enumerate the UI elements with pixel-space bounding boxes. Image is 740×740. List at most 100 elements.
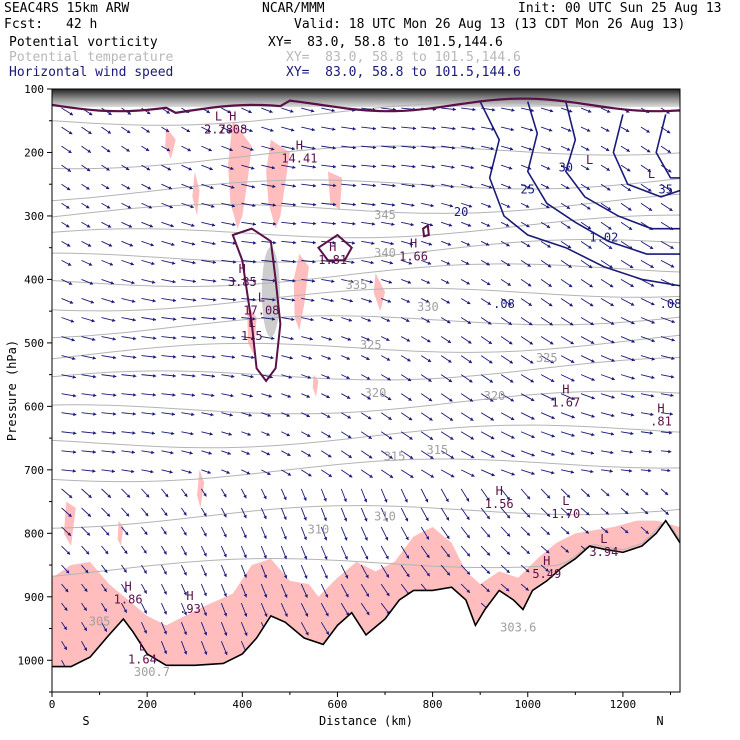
wind-vector-head	[407, 358, 411, 362]
wind-vector-head	[392, 183, 396, 188]
wind-vector-head	[73, 431, 77, 435]
wind-vector-head	[66, 205, 70, 209]
wind-vector-head	[450, 184, 454, 189]
wind-vector-head	[193, 298, 197, 302]
wind-vector-head	[230, 393, 234, 398]
wind-vector-head	[303, 555, 308, 560]
wind-vector-head	[565, 166, 570, 170]
wind-vector-head	[209, 166, 213, 171]
wind-vector-head	[405, 318, 410, 322]
wind-vector-head	[304, 575, 308, 579]
wind-vector-head	[646, 129, 650, 133]
wind-vector-head	[506, 514, 511, 519]
wind-vector-head	[410, 222, 414, 227]
wind-speed-contour	[526, 101, 680, 255]
wind-vector-head	[546, 166, 551, 170]
x-tick-label: 400	[232, 698, 252, 711]
wind-vector-head	[606, 167, 610, 171]
extremum-value: 1.81	[318, 253, 347, 267]
wind-vector-head	[411, 203, 415, 207]
wind-vector-head	[244, 632, 248, 636]
wind-vector-head	[631, 357, 635, 362]
wind-vector-head	[585, 147, 590, 151]
wind-vector-head	[507, 302, 512, 306]
wind-vector-head	[671, 282, 675, 287]
wind-vector-head	[452, 107, 456, 112]
wind-vector-head	[426, 554, 430, 558]
field-name-theta: Potential temperature	[9, 50, 174, 65]
wind-vector-head	[486, 223, 491, 227]
wind-vector-head	[427, 339, 431, 343]
wind-vector-head	[229, 413, 233, 417]
wind-vector-head	[365, 574, 369, 579]
wind-vector-head	[249, 394, 253, 398]
wind-vector-head	[167, 167, 171, 171]
wind-vector-head	[123, 589, 127, 593]
wind-vector-head	[384, 536, 389, 541]
wind-vector-head	[124, 550, 128, 554]
wind-vector-head	[447, 242, 452, 246]
wind-vector-head	[487, 204, 492, 208]
wind-vector-head	[347, 337, 352, 341]
wind-vector-head	[271, 336, 275, 341]
wind-vector-head	[668, 430, 673, 435]
pv-shade-blob	[63, 501, 76, 547]
wind-vector-head	[470, 165, 474, 170]
wind-vector-head	[143, 570, 147, 574]
wind-vector-head	[73, 450, 77, 454]
wind-vector-head	[429, 417, 433, 421]
wind-vector-head	[548, 128, 553, 132]
wind-vector-head	[210, 185, 214, 190]
wind-vector-head	[332, 146, 336, 150]
wind-vector-head	[105, 185, 110, 190]
wind-vector-head	[223, 612, 228, 617]
wind-vector-head	[451, 146, 456, 150]
wind-vector-head	[190, 204, 194, 209]
wind-vector-head	[429, 223, 434, 227]
wind-vector-head	[284, 613, 288, 617]
wind-vector-head	[143, 610, 147, 614]
y-tick-label: 600	[24, 400, 44, 413]
theta-label: 303.6	[500, 621, 536, 635]
wind-label: 35	[659, 183, 673, 197]
wind-vector-head	[206, 109, 210, 113]
wind-vector-head	[651, 301, 655, 306]
wind-vector-head	[249, 128, 253, 133]
wind-vector-head	[605, 511, 609, 515]
wind-vector-head	[491, 107, 496, 112]
wind-vector-head	[190, 431, 194, 436]
wind-vector-head	[250, 374, 254, 379]
wind-vector-head	[591, 377, 595, 381]
pv-contour	[316, 233, 353, 262]
extremum-value: 1.70	[551, 507, 580, 521]
wind-vector-head	[192, 374, 196, 378]
extremum-value: 1.64	[128, 653, 157, 667]
wind-vector-head	[152, 298, 156, 303]
extremum-type: L	[600, 532, 607, 546]
wind-vector-head	[432, 126, 436, 131]
extremum-type: H	[186, 589, 193, 603]
wind-vector-head	[326, 375, 330, 379]
wind-vector-head	[467, 223, 472, 227]
wind-vector-head	[308, 356, 312, 360]
wind-vector-head	[531, 416, 535, 420]
wind-vector-head	[412, 145, 416, 150]
wind-vector-head	[292, 259, 296, 264]
wind-vector-head	[132, 336, 137, 341]
wind-vector-head	[647, 188, 652, 192]
wind-vector-head	[213, 279, 217, 283]
wind-vector-head	[252, 317, 256, 321]
wind-vector-head	[189, 185, 193, 190]
wind-vector-head	[263, 495, 267, 500]
wind-vector-head	[346, 356, 351, 360]
wind-vector-head	[526, 243, 531, 247]
wind-vector-head	[226, 470, 230, 474]
wind-vector-head	[510, 416, 515, 421]
wind-vector-head	[452, 126, 456, 131]
wind-vector-head	[465, 497, 469, 502]
wind-vector-head	[267, 471, 271, 475]
wind-vector-head	[183, 571, 187, 576]
terrain	[52, 519, 680, 692]
wind-vector-head	[670, 245, 674, 249]
wind-vector-head	[183, 531, 187, 536]
